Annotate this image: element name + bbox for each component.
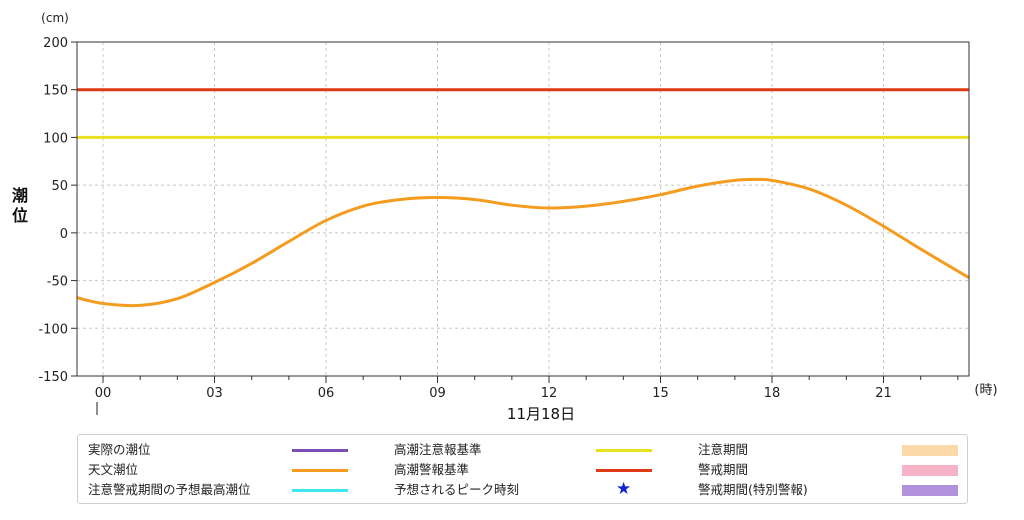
x-tick-label: 00	[95, 386, 112, 401]
x-tick-label: 15	[652, 386, 669, 401]
x-axis: 00 03 06 09 12 15 18 21	[95, 376, 959, 401]
legend-forecast-max-tide: 注意警戒期間の予想最高潮位	[78, 480, 967, 500]
x-tick-label: 03	[206, 386, 223, 401]
legend-advisory-threshold: 高潮注意報基準	[78, 440, 967, 460]
legend-label: 天文潮位	[88, 462, 139, 477]
x-tick-label: 12	[541, 386, 558, 401]
y-tick-label: 200	[43, 36, 68, 51]
legend-label: 予想されるピーク時刻	[394, 482, 520, 497]
legend-warning-period: 警戒期間	[78, 460, 967, 480]
legend-peak-time: 予想されるピーク時刻 ★	[78, 479, 967, 500]
y-unit-label: (cm)	[41, 11, 69, 25]
legend-box-swatch	[902, 445, 958, 456]
legend-label: 警戒期間	[698, 462, 749, 477]
legend-label: 警戒期間(特別警報)	[698, 482, 808, 497]
x-tick-label: 18	[764, 386, 781, 401]
grid	[77, 42, 969, 376]
y-tick-label: -150	[38, 370, 68, 385]
y-tick-label: 50	[51, 179, 68, 194]
y-tick-label: -50	[47, 275, 68, 290]
legend-box-swatch	[902, 465, 958, 476]
legend: 実際の潮位 高潮注意報基準 注意期間天文潮位 高潮警報基準 警戒期間注意警戒期間の予想最…	[77, 434, 968, 504]
x-tick-label: 21	[875, 386, 892, 401]
legend-label: 注意期間	[698, 442, 749, 457]
legend-actual-tide: 実際の潮位	[78, 440, 967, 460]
legend-special-warning-period: 警戒期間(特別警報)	[78, 480, 967, 500]
y-tick-label: 100	[43, 131, 68, 146]
legend-warning-threshold: 高潮警報基準	[78, 460, 967, 480]
astronomical-tide-line	[76, 177, 970, 308]
legend-line-swatch	[596, 469, 652, 472]
star-icon: ★	[616, 479, 632, 499]
y-axis-title: 潮位	[12, 186, 28, 225]
x-tick-label: 06	[318, 386, 335, 401]
x-unit-label: (時)	[974, 383, 997, 398]
y-tick-label: 0	[60, 227, 68, 242]
legend-label: 注意警戒期間の予想最高潮位	[88, 482, 251, 497]
legend-line-swatch	[596, 449, 652, 452]
tide-chart: 200 150 100 50 0 -50 -100 -150 00 03 06 09 12 15 18 21…	[12, 11, 998, 423]
plot-frame	[76, 41, 970, 377]
legend-line-swatch	[292, 449, 348, 452]
x-tick-label: 09	[429, 386, 446, 401]
date-label: 11月18日	[507, 405, 575, 423]
legend-label: 高潮注意報基準	[394, 442, 482, 457]
legend-label: 高潮警報基準	[394, 462, 470, 477]
legend-caution-period: 注意期間	[78, 440, 967, 460]
legend-label: 実際の潮位	[88, 442, 151, 457]
y-axis: 200 150 100 50 0 -50 -100 -150	[38, 36, 77, 385]
y-tick-label: 150	[43, 84, 68, 99]
legend-astronomical-tide: 天文潮位	[78, 460, 967, 480]
legend-line-swatch	[292, 489, 348, 492]
y-tick-label: -100	[38, 322, 68, 337]
series-layer	[76, 88, 970, 308]
legend-box-swatch	[902, 485, 958, 496]
legend-line-swatch	[292, 469, 348, 472]
